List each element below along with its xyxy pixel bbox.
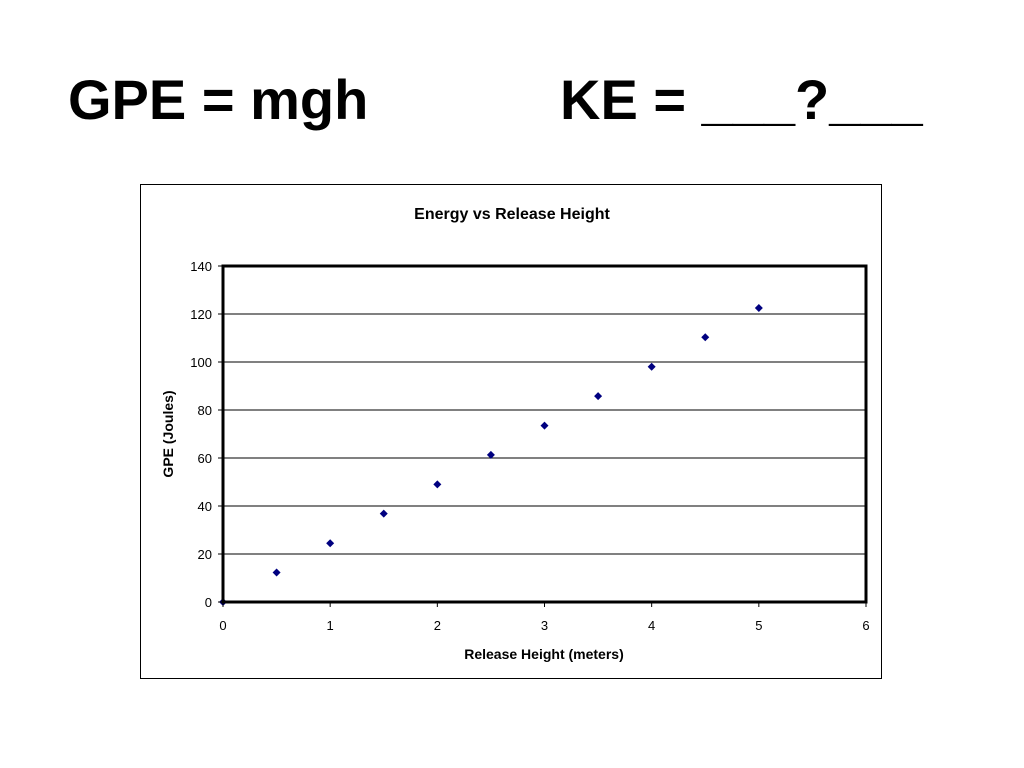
data-point-0-10 [754,304,763,312]
y-tick-label-140: 140 [190,259,212,274]
data-point-0-9 [701,333,710,342]
y-tick-label-40: 40 [198,499,212,514]
ke-formula-heading: KE = ___?___ [560,68,923,131]
y-tick-label-20: 20 [198,547,212,562]
y-tick-label-60: 60 [198,451,212,466]
x-tick-label-2: 2 [434,618,441,633]
y-axis-label: GPE (Joules) [160,390,176,477]
gridlines [223,313,866,555]
x-axis-label: Release Height (meters) [464,646,624,662]
chart-container: Energy vs Release Height Release Height … [140,184,882,679]
x-tick-label-6: 6 [862,618,869,633]
y-tick-label-100: 100 [190,355,212,370]
x-tick-label-3: 3 [541,618,548,633]
data-point-0-2 [326,539,335,548]
x-tick-label-4: 4 [648,618,655,633]
data-point-0-8 [647,362,656,371]
data-point-0-4 [433,480,442,489]
tick-labels: 0 20 40 60 80 100 120 140 0 1 2 3 4 5 6 [190,259,869,633]
x-tick-label-1: 1 [327,618,334,633]
x-tick-label-0: 0 [219,618,226,633]
data-point-0-6 [540,421,549,430]
energy-scatter-chart: Energy vs Release Height Release Height … [160,206,870,662]
gpe-formula-heading: GPE = mgh [68,68,369,131]
data-point-0-3 [379,509,388,518]
data-point-0-7 [594,392,603,401]
y-tick-label-80: 80 [198,403,212,418]
x-tick-label-5: 5 [755,618,762,633]
data-points [219,304,763,606]
data-point-0-5 [486,450,495,459]
data-point-0-1 [272,568,281,577]
y-tick-label-120: 120 [190,307,212,322]
plot-area-border [221,264,868,604]
y-tick-label-0: 0 [205,595,212,610]
chart-title: Energy vs Release Height [414,206,610,223]
plot-border [221,264,868,604]
